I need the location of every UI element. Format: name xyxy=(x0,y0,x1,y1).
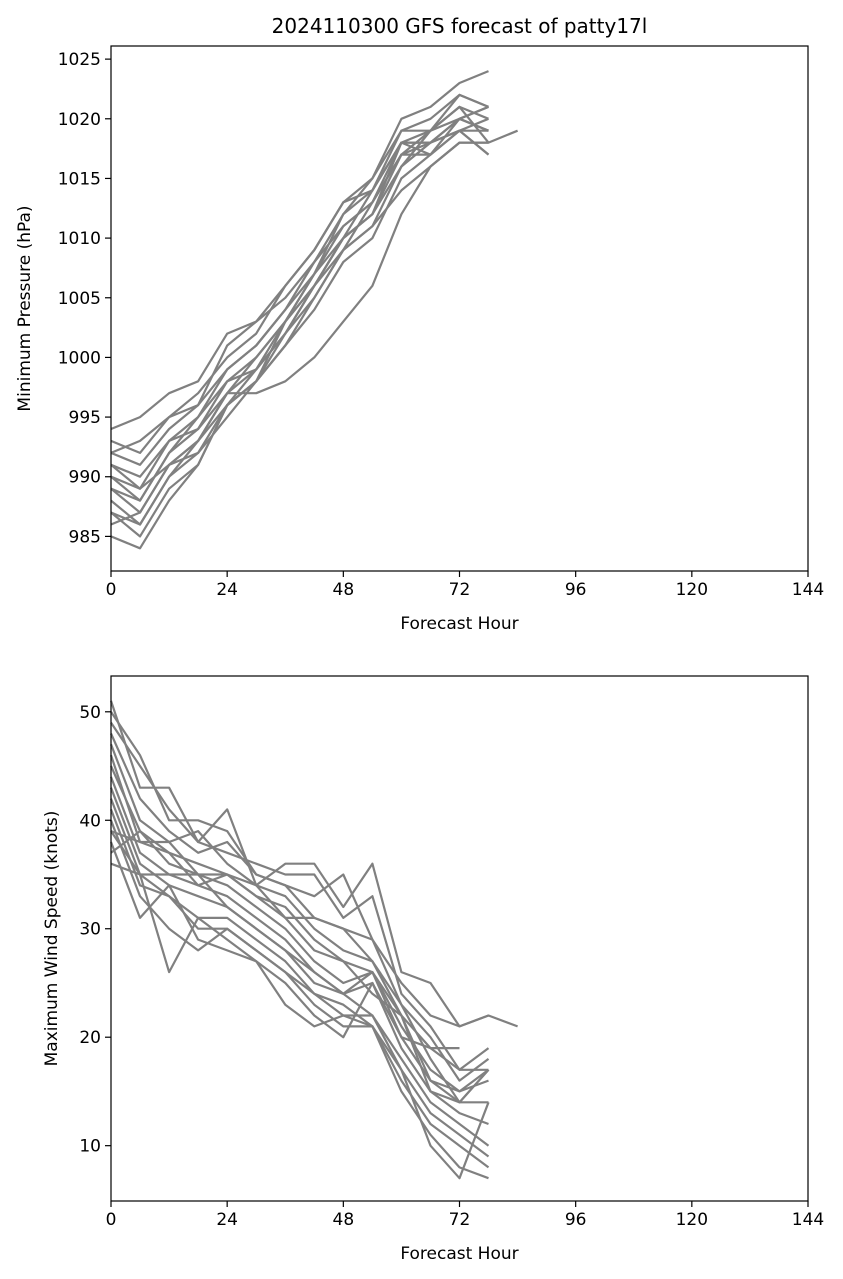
wind-series-line-6 xyxy=(109,754,490,1093)
wind-series-line-13 xyxy=(110,830,490,1180)
wind-series-line-4 xyxy=(109,733,490,1082)
pressure-series-line-12 xyxy=(110,141,489,502)
pressure-x-tick-label: 96 xyxy=(565,580,587,600)
pressure-y-tick-label: 1010 xyxy=(58,229,101,249)
wind-ticks: 0 24 48 72 96 120 144 10 20 30 40 50 xyxy=(79,703,824,1230)
wind-y-tick-label: 40 xyxy=(79,811,101,831)
wind-x-tick-label: 24 xyxy=(216,1210,238,1230)
wind-x-tick-label: 0 xyxy=(106,1210,117,1230)
wind-series-line-3 xyxy=(110,721,490,1071)
pressure-series-line-15 xyxy=(110,93,489,490)
wind-series-line-8 xyxy=(109,776,489,1126)
pressure-y-tick-label: 1000 xyxy=(58,348,101,368)
chart-title: 2024110300 GFS forecast of patty17l xyxy=(272,14,648,38)
wind-series-line-7 xyxy=(109,765,489,1104)
pressure-series-line-13 xyxy=(110,105,489,490)
pressure-x-tick-label: 120 xyxy=(676,580,708,600)
pressure-x-tick-label: 72 xyxy=(449,580,471,600)
pressure-series-line-7 xyxy=(110,105,489,526)
wind-series-line-15 xyxy=(110,829,490,1104)
wind-x-tick-label: 120 xyxy=(676,1210,708,1230)
pressure-y-tick-label: 995 xyxy=(69,408,101,428)
pressure-axes-frame xyxy=(110,45,809,572)
pressure-y-tick-label: 1005 xyxy=(58,289,101,309)
pressure-panel: 0 24 48 72 96 120 144 985 990 995 1000 1005 1010 1015… xyxy=(15,45,824,634)
pressure-y-axis-label: Minimum Pressure (hPa) xyxy=(15,205,35,411)
wind-series-line-17 xyxy=(110,830,489,1093)
wind-series-line-1 xyxy=(109,700,489,1028)
pressure-x-tick-label: 144 xyxy=(792,580,824,600)
wind-series-line-14 xyxy=(109,841,460,1050)
wind-y-tick-label: 10 xyxy=(79,1137,101,1157)
pressure-series-line-11 xyxy=(110,117,489,466)
wind-series-line-9 xyxy=(109,787,490,1147)
wind-series-line-5 xyxy=(109,743,489,1071)
pressure-series-line-8 xyxy=(110,129,489,538)
wind-x-tick-label: 144 xyxy=(792,1210,824,1230)
pressure-ticks: 0 24 48 72 96 120 144 985 990 995 1000 1005 1010 1015… xyxy=(58,50,824,600)
pressure-y-tick-label: 1015 xyxy=(58,169,101,189)
wind-y-tick-label: 50 xyxy=(79,703,101,723)
wind-series-lines xyxy=(109,700,518,1180)
wind-y-tick-label: 30 xyxy=(79,920,101,940)
wind-series-line-16 xyxy=(110,862,490,1104)
pressure-y-tick-label: 1025 xyxy=(58,50,101,70)
wind-x-tick-label: 72 xyxy=(449,1210,471,1230)
wind-axes-frame xyxy=(110,675,809,1202)
pressure-x-tick-label: 0 xyxy=(106,580,117,600)
wind-series-line-11 xyxy=(109,809,490,1169)
pressure-series-line-2 xyxy=(110,93,489,454)
wind-series-line-12 xyxy=(109,819,489,1180)
pressure-y-tick-label: 990 xyxy=(69,468,101,488)
pressure-x-tick-label: 48 xyxy=(333,580,355,600)
wind-series-line-10 xyxy=(109,798,490,1158)
wind-x-tick-label: 96 xyxy=(565,1210,587,1230)
pressure-y-tick-label: 1020 xyxy=(58,110,101,130)
wind-x-axis-label: Forecast Hour xyxy=(400,1244,518,1264)
wind-y-axis-label: Maximum Wind Speed (knots) xyxy=(42,811,62,1067)
wind-y-tick-label: 20 xyxy=(79,1028,101,1048)
pressure-x-tick-label: 24 xyxy=(216,580,238,600)
pressure-y-tick-label: 985 xyxy=(69,527,101,547)
pressure-x-axis-label: Forecast Hour xyxy=(400,614,518,634)
pressure-series-line-14 xyxy=(110,129,490,526)
pressure-series-line-3 xyxy=(110,105,489,454)
pressure-series-lines xyxy=(110,70,519,550)
wind-x-tick-label: 48 xyxy=(333,1210,355,1230)
